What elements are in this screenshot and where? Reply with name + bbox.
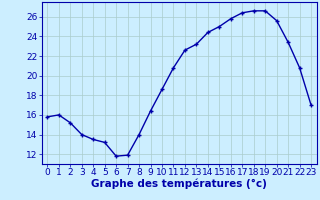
X-axis label: Graphe des températures (°c): Graphe des températures (°c) bbox=[91, 179, 267, 189]
